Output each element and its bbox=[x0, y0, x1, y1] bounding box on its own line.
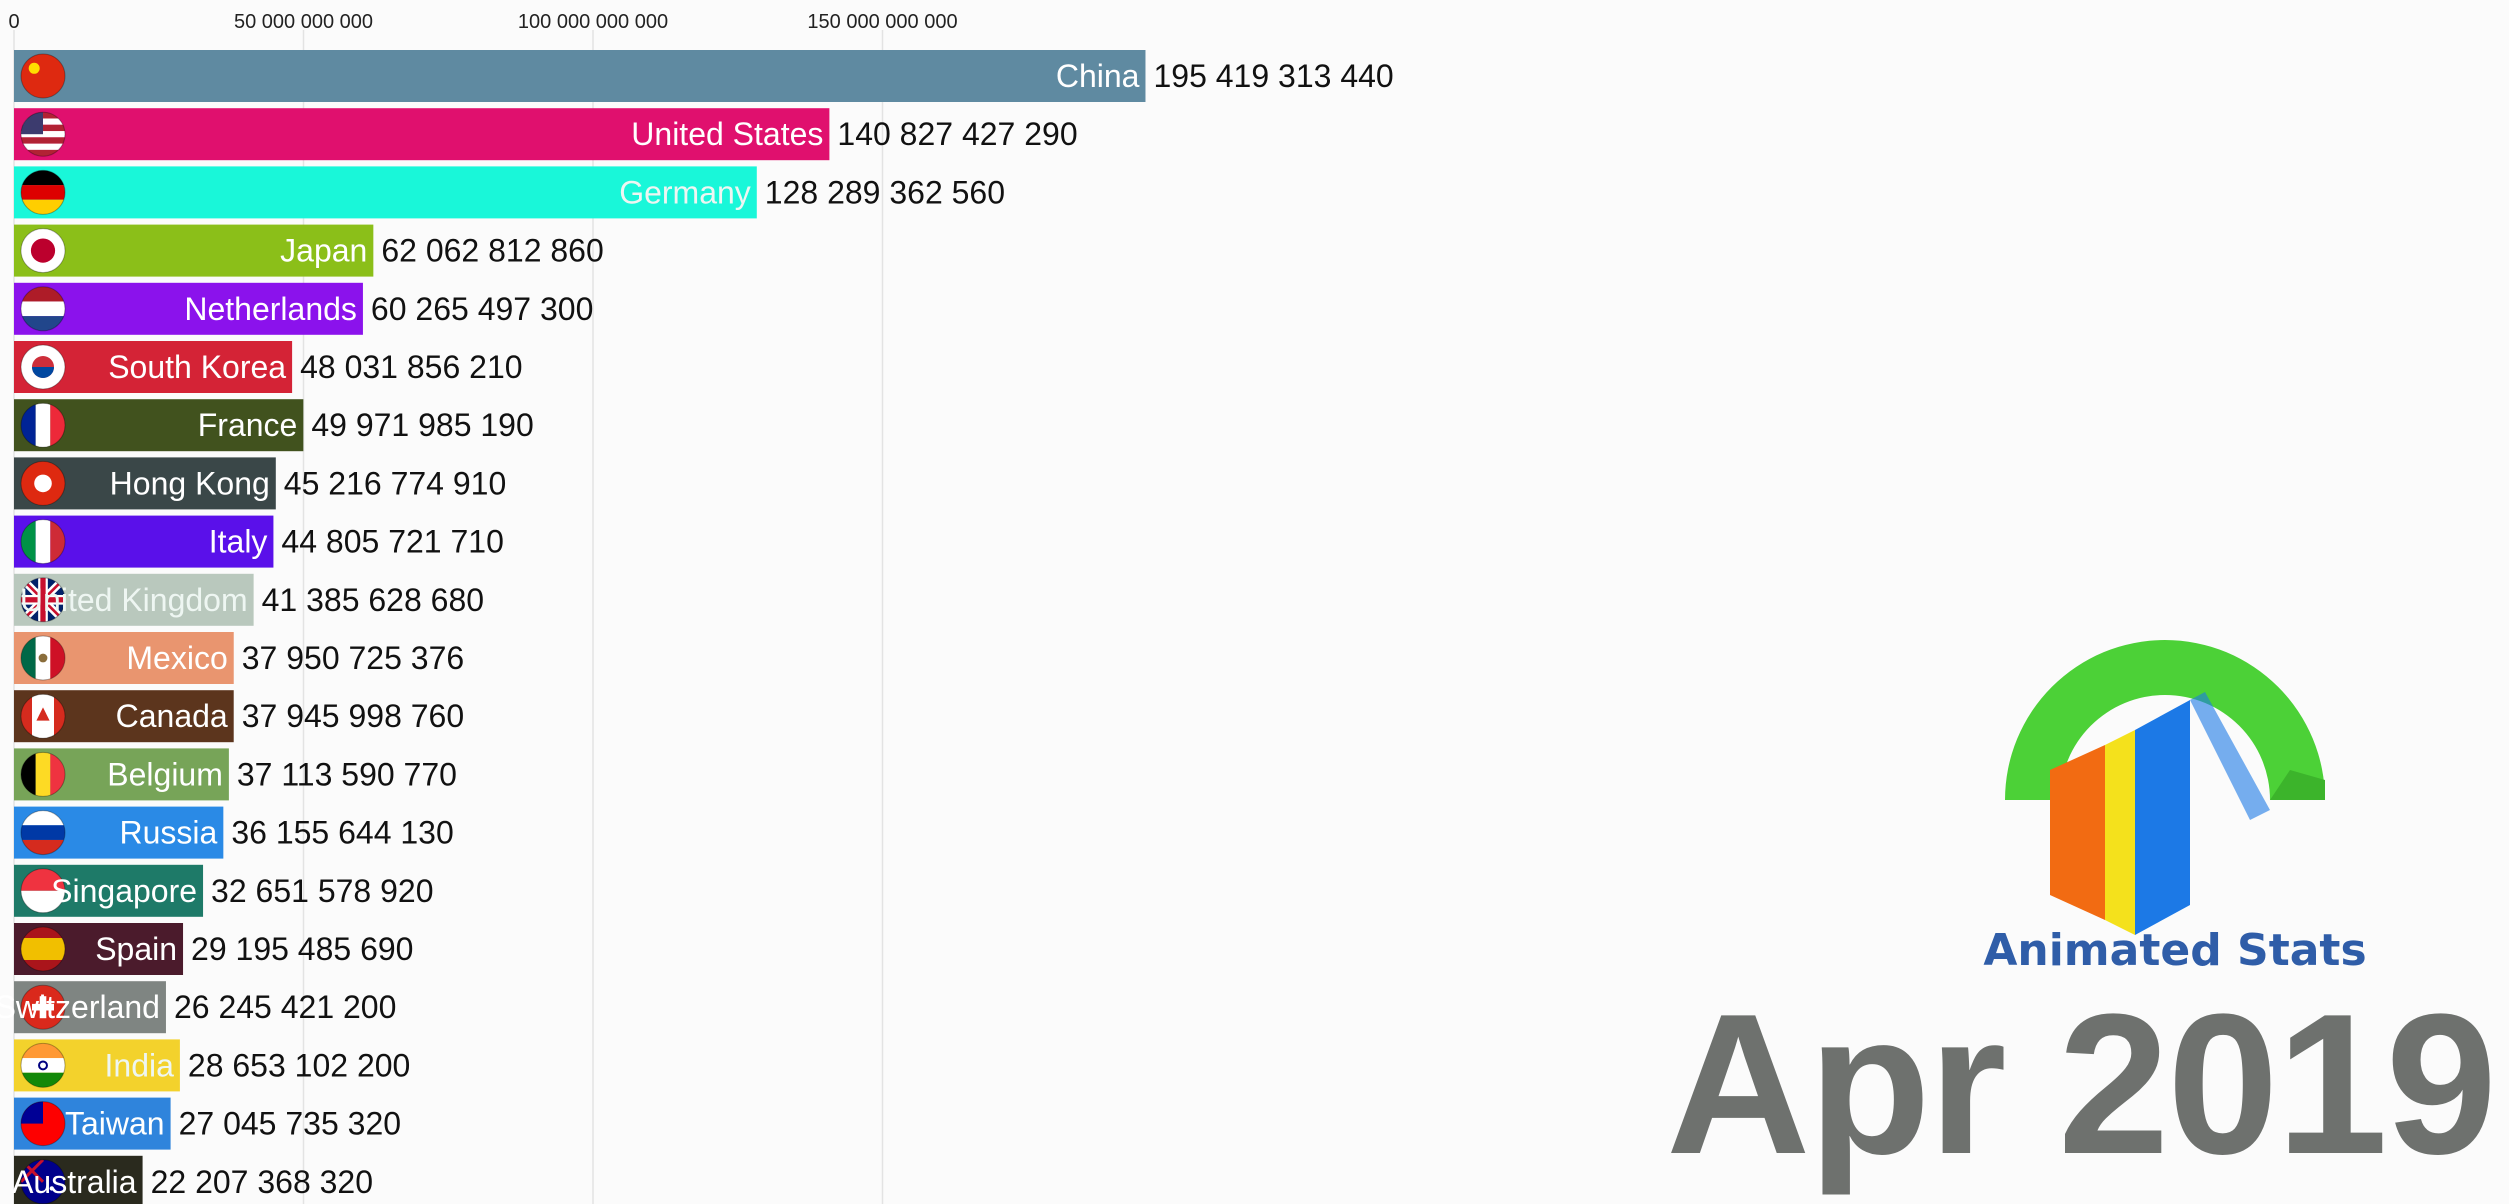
bar-value-label: 44 805 721 710 bbox=[281, 524, 503, 560]
bar-row: Russia 36 155 644 130 bbox=[14, 806, 454, 859]
bar-row: Switzerland 26 245 421 200 bbox=[0, 981, 396, 1034]
russia-flag-icon bbox=[21, 810, 65, 855]
bar-united-states bbox=[14, 108, 830, 161]
india-flag-icon bbox=[21, 1043, 65, 1088]
bar-row: United Kingdom 41 385 628 680 bbox=[14, 573, 484, 626]
spain-flag-icon bbox=[21, 927, 65, 971]
bar-name-label: Spain bbox=[95, 931, 177, 967]
italy-flag-icon bbox=[21, 519, 65, 564]
bar-row: Japan 62 062 812 860 bbox=[14, 224, 604, 277]
logo-ring bbox=[2005, 640, 2325, 800]
bar-row: Taiwan 27 045 735 320 bbox=[14, 1097, 401, 1150]
bar-name-label: India bbox=[105, 1047, 175, 1083]
bar-name-label: Australia bbox=[12, 1164, 137, 1200]
germany-flag-icon bbox=[21, 170, 65, 215]
bar-value-label: 37 950 725 376 bbox=[242, 640, 464, 676]
switzerland-flag-icon bbox=[21, 985, 65, 1030]
bar-name-label: Italy bbox=[209, 524, 268, 560]
bar-value-label: 49 971 985 190 bbox=[311, 407, 533, 443]
bar-value-label: 36 155 644 130 bbox=[231, 815, 453, 851]
bar-name-label: United Kingdom bbox=[20, 582, 248, 618]
bar-value-label: 60 265 497 300 bbox=[371, 291, 593, 327]
logo-yellow-bar bbox=[2105, 730, 2135, 935]
bar-name-label: Singapore bbox=[51, 873, 197, 909]
logo-blue-bar bbox=[2135, 700, 2190, 935]
bar-name-label: Germany bbox=[619, 174, 751, 210]
bar-name-label: Taiwan bbox=[65, 1106, 165, 1142]
x-tick-label: 100 000 000 000 bbox=[518, 11, 668, 33]
canada-flag-icon bbox=[21, 694, 65, 739]
bar-row: Hong Kong 45 216 774 910 bbox=[14, 457, 506, 510]
bar-netherlands bbox=[14, 282, 363, 335]
bar-value-label: 48 031 856 210 bbox=[300, 349, 522, 385]
bar-value-label: 26 245 421 200 bbox=[174, 989, 396, 1025]
bar-value-label: 45 216 774 910 bbox=[284, 465, 506, 501]
belgium-flag-icon bbox=[21, 752, 65, 797]
bar-value-label: 29 195 485 690 bbox=[191, 931, 413, 967]
bar-name-label: United States bbox=[631, 116, 823, 152]
bar-value-label: 128 289 362 560 bbox=[765, 174, 1005, 210]
australia-flag-icon bbox=[21, 1159, 65, 1204]
x-tick-label: 0 bbox=[8, 11, 19, 33]
bar-value-label: 22 207 368 320 bbox=[151, 1164, 373, 1200]
bar-row: France 49 971 985 190 bbox=[14, 399, 534, 452]
bar-value-label: 62 062 812 860 bbox=[381, 233, 603, 269]
taiwan-flag-icon bbox=[21, 1101, 65, 1146]
china-flag-icon bbox=[21, 54, 65, 98]
logo-teal-bar bbox=[2190, 692, 2270, 820]
south-korea-flag-icon bbox=[21, 345, 65, 389]
bar-japan bbox=[14, 224, 374, 277]
bar-row: United States 140 827 427 290 bbox=[14, 108, 1078, 161]
x-tick-label: 50 000 000 000 bbox=[234, 11, 373, 33]
bar-germany bbox=[14, 166, 757, 219]
bar-row: China 195 419 313 440 bbox=[14, 50, 1394, 102]
bar-row: Singapore 32 651 578 920 bbox=[14, 864, 433, 917]
x-tick-label: 150 000 000 000 bbox=[807, 11, 957, 33]
singapore-flag-icon bbox=[21, 868, 65, 913]
uk-flag-icon bbox=[21, 577, 65, 622]
bar-value-label: 28 653 102 200 bbox=[188, 1047, 410, 1083]
bar-row: Germany 128 289 362 560 bbox=[14, 166, 1005, 219]
bar-row: Italy 44 805 721 710 bbox=[14, 515, 504, 568]
bar-row: South Korea 48 031 856 210 bbox=[14, 341, 523, 393]
bar-row: Canada 37 945 998 760 bbox=[14, 690, 464, 743]
bar-value-label: 41 385 628 680 bbox=[262, 582, 484, 618]
bar-name-label: Canada bbox=[116, 698, 228, 734]
bar-row: Mexico 37 950 725 376 bbox=[14, 632, 464, 684]
mexico-flag-icon bbox=[21, 636, 65, 680]
bar-value-label: 37 945 998 760 bbox=[242, 698, 464, 734]
bar-name-label: South Korea bbox=[108, 349, 286, 385]
brand-name: Animated Stats bbox=[1983, 925, 2367, 976]
bar-row: Australia 22 207 368 320 bbox=[12, 1155, 373, 1204]
bar-value-label: 27 045 735 320 bbox=[179, 1106, 401, 1142]
bar-name-label: Japan bbox=[280, 233, 367, 269]
bar-name-label: Hong Kong bbox=[110, 465, 270, 501]
bar-value-label: 195 419 313 440 bbox=[1153, 58, 1393, 94]
bar-name-label: Mexico bbox=[126, 640, 227, 676]
bar-value-label: 140 827 427 290 bbox=[837, 116, 1077, 152]
hong-kong-flag-icon bbox=[21, 461, 65, 506]
japan-flag-icon bbox=[21, 228, 65, 273]
bar-row: Spain 29 195 485 690 bbox=[14, 923, 413, 975]
bar-row: Netherlands 60 265 497 300 bbox=[14, 282, 593, 335]
bar-name-label: Switzerland bbox=[0, 989, 160, 1025]
logo-orange-bar bbox=[2050, 745, 2105, 920]
netherlands-flag-icon bbox=[21, 286, 65, 331]
france-flag-icon bbox=[21, 403, 65, 448]
animated-stats-logo-icon bbox=[2005, 640, 2325, 935]
bar-name-label: Belgium bbox=[107, 756, 223, 792]
bar-name-label: Russia bbox=[120, 815, 218, 851]
bar-value-label: 32 651 578 920 bbox=[211, 873, 433, 909]
bar-china bbox=[14, 50, 1146, 102]
bar-name-label: France bbox=[198, 407, 298, 443]
bar-row: India 28 653 102 200 bbox=[14, 1039, 410, 1092]
bar-value-label: 37 113 590 770 bbox=[237, 756, 457, 792]
bar-row: Belgium 37 113 590 770 bbox=[14, 748, 457, 801]
period-label: Apr 2019 bbox=[1666, 973, 2497, 1196]
bar-name-label: China bbox=[1056, 58, 1140, 94]
bar-name-label: Netherlands bbox=[184, 291, 357, 327]
